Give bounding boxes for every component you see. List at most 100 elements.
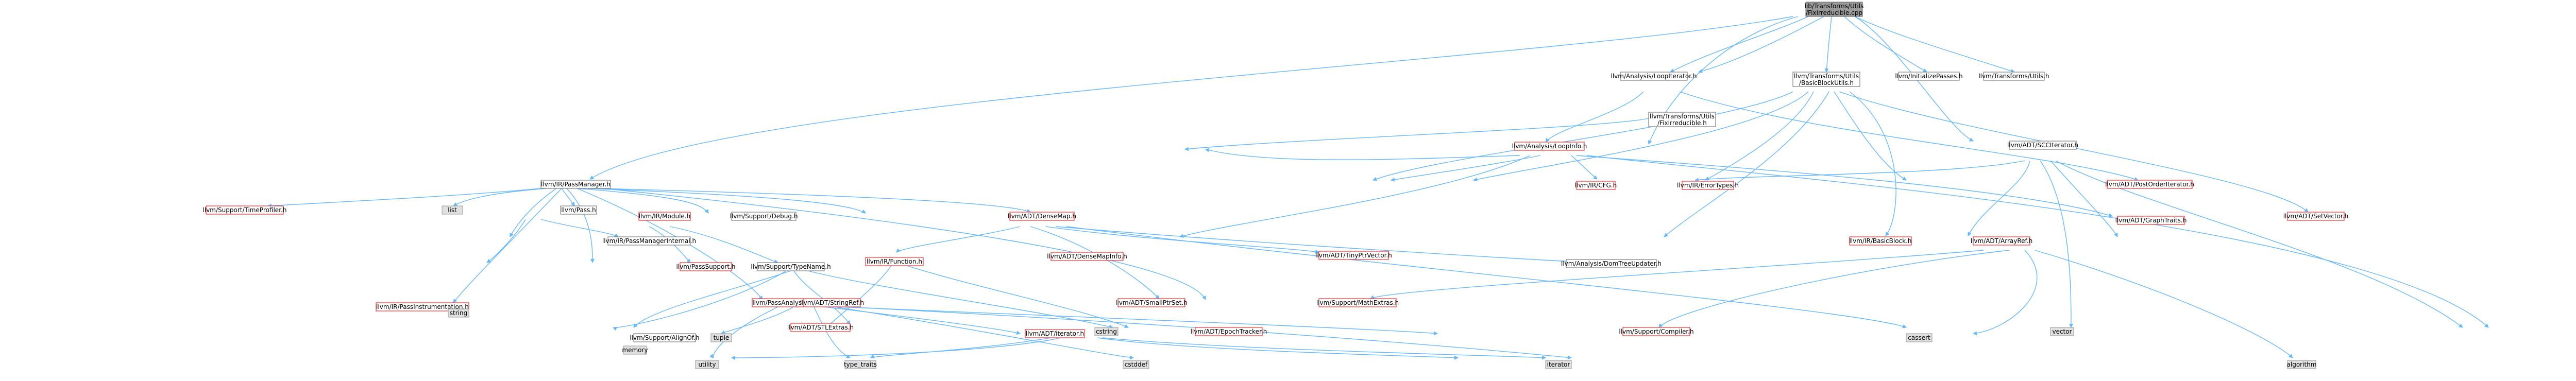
node-time-profiler[interactable]: llvm/Support/TimeProfiler.h xyxy=(203,205,287,215)
edge xyxy=(1179,155,1531,238)
node-loop-info[interactable]: llvm/Analysis/LoopInfo.h xyxy=(1512,142,1587,151)
node-label: llvm/ADT/SmallPtrSet.h xyxy=(1115,299,1188,306)
node-error-types[interactable]: llvm/IR/ErrorTypes.h xyxy=(1677,181,1739,190)
node-fix-irreducible-h[interactable]: llvm/Transforms/Utils/FixIrreducible.h xyxy=(1648,112,1716,127)
node-box xyxy=(1576,181,1616,190)
edge xyxy=(589,16,1793,180)
node-label: llvm/Transforms/Utils xyxy=(1650,113,1715,120)
node-math-extras[interactable]: llvm/Support/MathExtras.h xyxy=(1316,298,1399,307)
node-box xyxy=(1117,298,1185,307)
node-basic-block[interactable]: llvm/IR/BasicBlock.h xyxy=(1849,236,1912,246)
node-dom-tree-updater[interactable]: llvm/Analysis/DomTreeUpdater.h xyxy=(1561,259,1662,268)
edge xyxy=(1839,91,2309,213)
node-tiny-ptr-vector[interactable]: llvm/ADT/TinyPtrVector.h xyxy=(1315,251,1392,260)
edge xyxy=(824,265,892,330)
node-loop-iterator[interactable]: llvm/Analysis/LoopIterator.h xyxy=(1611,72,1697,81)
node-label: llvm/Support/Debug.h xyxy=(730,213,798,220)
node-label: llvm/IR/BasicBlock.h xyxy=(1849,237,1911,245)
edge xyxy=(577,188,763,300)
edge xyxy=(1849,91,1896,236)
node-box xyxy=(2287,212,2345,221)
edge xyxy=(814,306,851,358)
node-box xyxy=(1318,298,1397,307)
edge xyxy=(1391,155,1541,182)
node-epoch-tracker[interactable]: llvm/ADT/EpochTracker.h xyxy=(1191,327,1267,336)
node-label: /FixIrreducible.h xyxy=(1657,119,1707,127)
node-module[interactable]: llvm/IR/Module.h xyxy=(638,212,691,221)
node-graph-traits[interactable]: llvm/ADT/GraphTraits.h xyxy=(2115,216,2187,225)
node-string-ref[interactable]: llvm/ADT/StringRef.h xyxy=(800,298,864,307)
node-box xyxy=(1094,327,1118,336)
node-set-vector[interactable]: llvm/ADT/SetVector.h xyxy=(2283,212,2349,221)
edge xyxy=(1968,160,2030,236)
node-function[interactable]: llvm/IR/Function.h xyxy=(865,257,924,266)
node-label: llvm/ADT/STLExtras.h xyxy=(787,324,854,331)
node-label: llvm/IR/ErrorTypes.h xyxy=(1677,182,1739,189)
node-label: llvm/IR/Function.h xyxy=(867,258,922,265)
node-cfg[interactable]: llvm/IR/CFG.h xyxy=(1575,181,1617,190)
node-stlextras[interactable]: llvm/ADT/STLExtras.h xyxy=(787,323,854,332)
node-box xyxy=(844,360,876,369)
edge xyxy=(839,306,1438,336)
edge xyxy=(1473,91,1809,182)
node-debug[interactable]: llvm/Support/Debug.h xyxy=(730,212,798,221)
node-label: utility xyxy=(698,361,716,368)
edge xyxy=(1370,250,1984,299)
node-box xyxy=(1973,236,2030,246)
edge xyxy=(1571,155,1598,180)
node-pass-support[interactable]: llvm/PassSupport.h xyxy=(676,262,736,271)
node-memory: memory xyxy=(622,345,648,355)
node-box xyxy=(1620,72,1688,81)
edge xyxy=(561,188,575,206)
node-pass-manager-internal[interactable]: llvm/IR/PassManagerInternal.h xyxy=(602,236,696,246)
node-box xyxy=(607,236,691,246)
node-utility: utility xyxy=(695,360,719,369)
edge xyxy=(1586,155,2489,328)
node-post-order-iterator[interactable]: llvm/ADT/PostOrderIterator.h xyxy=(2105,180,2194,189)
node-transforms-utils[interactable]: llvm/Transforms/Utils.h xyxy=(1978,72,2049,81)
node-label: llvm/Analysis/DomTreeUpdater.h xyxy=(1561,260,1662,267)
node-array-ref[interactable]: llvm/ADT/ArrayRef.h xyxy=(1971,236,2033,246)
node-pass-instrumentation[interactable]: llvm/IR/PassInstrumentation.h xyxy=(376,302,469,311)
edge xyxy=(1045,226,1319,254)
node-label: llvm/Analysis/LoopIterator.h xyxy=(1611,73,1697,80)
node-label: llvm/ADT/DenseMap.h xyxy=(1008,213,1076,220)
node-label: llvm/Transforms/Utils xyxy=(1794,73,1859,80)
edge xyxy=(1694,160,2025,182)
node-dense-map-info[interactable]: llvm/ADT/DenseMapInfo.h xyxy=(1047,252,1127,261)
node-pass-h[interactable]: llvm/Pass.h xyxy=(560,205,597,215)
edge xyxy=(566,188,595,263)
edge xyxy=(613,269,789,331)
edge xyxy=(453,188,562,303)
node-box xyxy=(803,298,861,307)
node-dense-map[interactable]: llvm/ADT/DenseMap.h xyxy=(1008,212,1076,221)
node-label: llvm/Support/AlignOf.h xyxy=(630,334,699,341)
graph-edges xyxy=(267,16,2489,360)
node-type-traits: type_traits xyxy=(844,360,877,369)
node-compiler[interactable]: llvm/Support/Compiler.h xyxy=(1619,327,1694,336)
node-box xyxy=(638,212,691,221)
node-align-of[interactable]: llvm/Support/AlignOf.h xyxy=(630,333,700,342)
edge xyxy=(1679,91,2139,181)
node-label: llvm/IR/PassManagerInternal.h xyxy=(602,237,696,245)
edge xyxy=(2055,160,2463,328)
node-initialize-passes[interactable]: llvm/InitializePasses.h xyxy=(1895,72,1963,81)
node-box xyxy=(2050,327,2074,336)
node-box xyxy=(2287,360,2316,369)
node-pass-manager[interactable]: llvm/IR/PassManager.h xyxy=(540,180,611,189)
node-box xyxy=(623,345,647,355)
node-scciterator[interactable]: llvm/ADT/SCCIterator.h xyxy=(2007,141,2078,150)
node-basic-block-utils[interactable]: llvm/Transforms/Utils/BasicBlockUtils.h xyxy=(1792,72,1860,87)
node-root[interactable]: lib/Transforms/Utils/FixIrreducible.cpp xyxy=(1805,2,1864,17)
node-iterator-h[interactable]: llvm/ADT/iterator.h xyxy=(1025,329,1085,338)
node-box xyxy=(448,308,469,318)
node-label: llvm/ADT/DenseMapInfo.h xyxy=(1047,253,1127,260)
edge xyxy=(1670,16,1809,73)
node-small-ptr-set[interactable]: llvm/ADT/SmallPtrSet.h xyxy=(1115,298,1188,307)
edge xyxy=(1834,91,1907,181)
node-type-name[interactable]: llvm/Support/TypeName.h xyxy=(751,262,831,271)
edge xyxy=(1576,155,2113,217)
edge xyxy=(731,337,1062,360)
node-label: llvm/Support/TimeProfiler.h xyxy=(203,206,287,214)
